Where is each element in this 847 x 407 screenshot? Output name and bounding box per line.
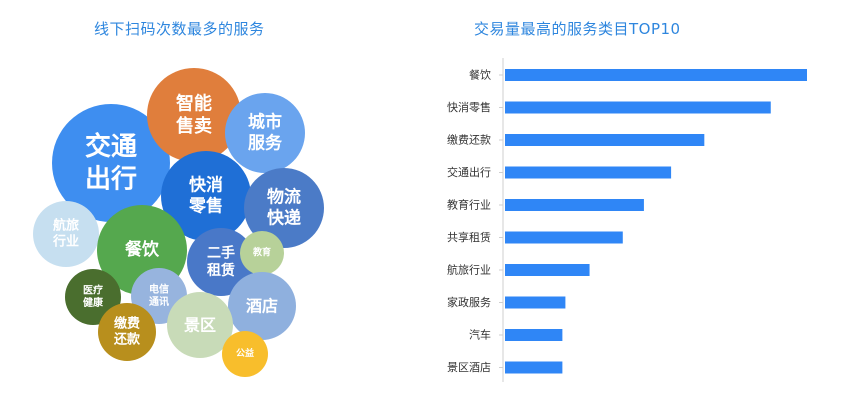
bubble-label: 通讯 xyxy=(149,295,169,308)
bubble-label: 行业 xyxy=(52,234,79,250)
bubble-label: 物流 xyxy=(267,186,301,207)
bubble-label: 餐饮 xyxy=(125,239,160,260)
bar xyxy=(505,134,705,146)
bubble-circle xyxy=(161,151,251,241)
bar xyxy=(505,199,644,211)
bubble: 快消零售 xyxy=(161,151,251,241)
category-label: 交通出行 xyxy=(447,165,491,179)
bubble: 酒店 xyxy=(228,272,296,340)
category-label: 缴费还款 xyxy=(447,133,491,147)
bubble-label: 健康 xyxy=(83,296,104,309)
bubble: 公益 xyxy=(222,331,268,377)
bubble-label: 航旅 xyxy=(53,217,79,233)
bubble-circle xyxy=(222,331,268,377)
category-label: 餐饮 xyxy=(469,68,491,82)
bar xyxy=(505,231,623,244)
bubble-label: 快递 xyxy=(267,208,301,229)
bubble-label: 公益 xyxy=(236,347,254,359)
bubble-label: 二手 xyxy=(207,244,235,261)
bubble-circle xyxy=(225,93,305,173)
category-label: 教育行业 xyxy=(447,198,491,212)
bubble-circle xyxy=(167,292,233,358)
bubble-label: 城市 xyxy=(248,111,282,132)
bubble-label: 智能 xyxy=(176,92,212,114)
bubble-label: 零售 xyxy=(188,196,223,217)
bar xyxy=(505,264,590,276)
bubble: 交通出行 xyxy=(52,104,170,222)
bar-chart-title: 交易量最高的服务类目TOP10 xyxy=(474,20,681,38)
category-label: 景区酒店 xyxy=(447,360,491,374)
bubble: 景区 xyxy=(167,292,233,358)
bubble-label: 医疗 xyxy=(83,283,103,296)
bubble-label: 电信 xyxy=(149,282,169,295)
bubble: 教育 xyxy=(240,231,284,275)
bar xyxy=(505,101,771,114)
bubble-circle xyxy=(244,168,324,248)
bubble-label: 还款 xyxy=(113,332,141,348)
bubble-label: 酒店 xyxy=(246,297,278,316)
bubble-circle xyxy=(52,104,170,222)
category-label: 家政服务 xyxy=(447,295,491,309)
bubble-label: 快消 xyxy=(189,174,223,195)
bubble-chart-title: 线下扫码次数最多的服务 xyxy=(94,20,265,38)
bubble-label: 服务 xyxy=(248,133,283,154)
category-label: 汽车 xyxy=(469,328,491,342)
bubble-label: 售卖 xyxy=(176,115,212,137)
bubble-label: 租赁 xyxy=(207,262,235,279)
bubble-circle xyxy=(240,231,284,275)
category-label: 快消零售 xyxy=(447,100,491,114)
bar xyxy=(505,361,563,374)
bubble-label: 出行 xyxy=(85,163,137,194)
bar xyxy=(505,329,563,341)
bar xyxy=(505,166,672,179)
bubble-circle xyxy=(187,228,255,296)
bubble: 航旅行业 xyxy=(33,201,99,267)
bubble: 缴费还款 xyxy=(98,303,156,361)
bubble-circle xyxy=(33,201,99,267)
bar xyxy=(505,296,566,309)
bubble-label: 教育 xyxy=(252,246,271,258)
bubble-label: 缴费 xyxy=(114,315,140,331)
bubble-label: 交通 xyxy=(85,131,137,162)
bubble-circle xyxy=(98,303,156,361)
category-label: 共享租赁 xyxy=(447,230,491,244)
bubble-circle xyxy=(147,68,241,162)
category-label: 航旅行业 xyxy=(447,263,491,277)
bubble-label: 景区 xyxy=(184,316,216,335)
bubble-circle xyxy=(228,272,296,340)
bar xyxy=(505,69,807,81)
